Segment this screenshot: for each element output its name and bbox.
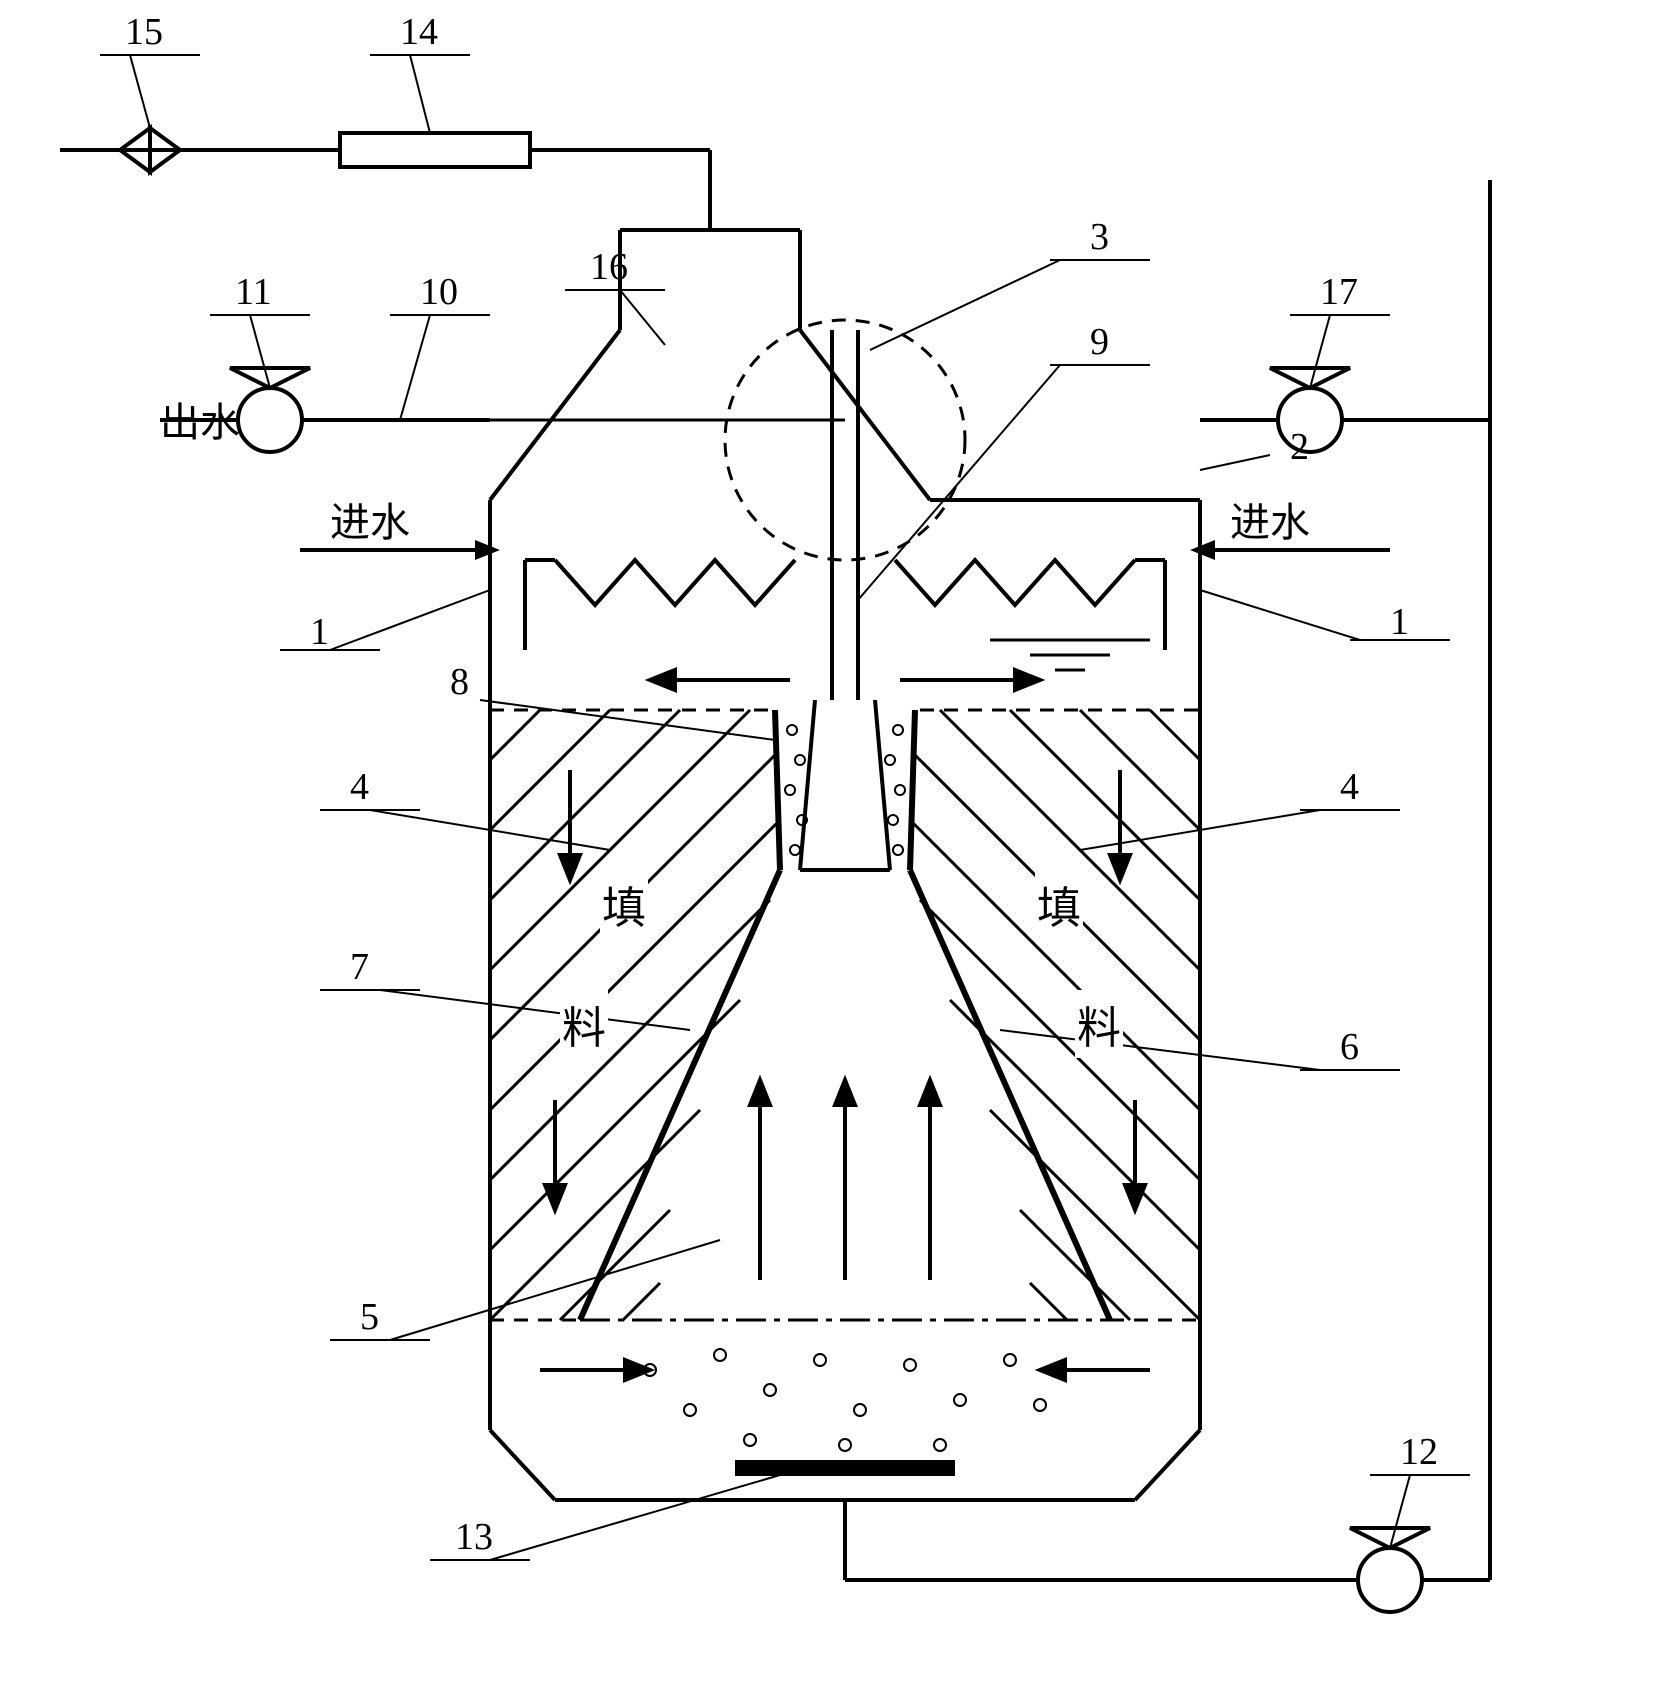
callout-9: 9 <box>1090 320 1109 364</box>
outlet-label: 出水 <box>160 390 240 448</box>
callout-6: 6 <box>1340 1025 1359 1069</box>
callout-11: 11 <box>235 270 272 314</box>
callout-16: 16 <box>590 245 628 289</box>
callout-14: 14 <box>400 10 438 54</box>
weir-walls <box>525 560 1165 650</box>
inner-small-cone <box>800 700 890 870</box>
callout-4-right: 4 <box>1340 765 1359 809</box>
diffuser <box>735 1460 955 1476</box>
callout-5: 5 <box>360 1295 379 1339</box>
flow-arrows-bottom <box>540 1360 1150 1380</box>
fill-left-top: 填 <box>600 870 648 938</box>
inlet-left-label: 进水 <box>330 490 410 548</box>
packing-hatch-right <box>910 710 1200 1320</box>
callout-4-left: 4 <box>350 765 369 809</box>
flow-arrows-up <box>750 1080 940 1280</box>
callout-10: 10 <box>420 270 458 314</box>
flow-arrows-top <box>650 670 1040 690</box>
callout-17: 17 <box>1320 270 1358 314</box>
center-tube <box>832 330 858 700</box>
callout-13: 13 <box>455 1515 493 1559</box>
callout-15: 15 <box>125 10 163 54</box>
pipe-left <box>160 368 845 560</box>
callout-7: 7 <box>350 945 369 989</box>
water-level <box>990 640 1150 670</box>
callout-lines <box>100 55 1470 1560</box>
callout-3: 3 <box>1090 215 1109 259</box>
callout-8: 8 <box>450 660 469 704</box>
fill-left-bottom: 料 <box>560 990 608 1058</box>
callout-1-left: 1 <box>310 610 329 654</box>
pipe-top <box>60 128 710 230</box>
separator-circle <box>725 320 965 560</box>
packing-hatch-left <box>490 710 780 1320</box>
fill-right-top: 填 <box>1035 870 1083 938</box>
callout-2: 2 <box>1290 425 1309 469</box>
fill-right-bottom: 料 <box>1075 990 1123 1058</box>
inlet-right-label: 进水 <box>1230 490 1310 548</box>
callout-12: 12 <box>1400 1430 1438 1474</box>
callout-1-right: 1 <box>1390 600 1409 644</box>
